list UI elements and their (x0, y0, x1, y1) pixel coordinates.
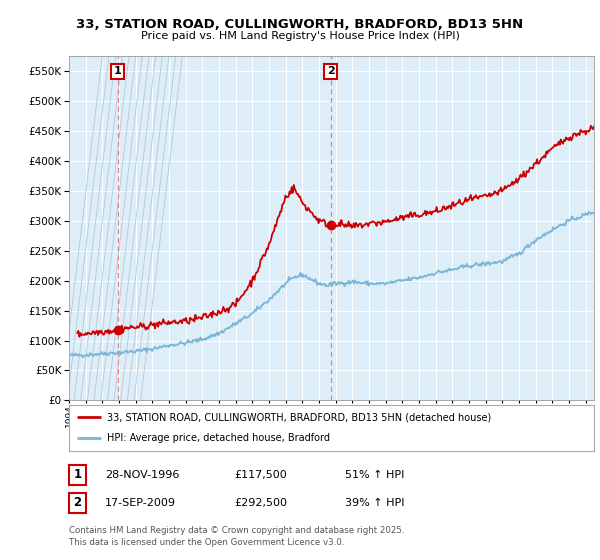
Text: 17-SEP-2009: 17-SEP-2009 (105, 498, 176, 508)
Text: 33, STATION ROAD, CULLINGWORTH, BRADFORD, BD13 5HN (detached house): 33, STATION ROAD, CULLINGWORTH, BRADFORD… (107, 412, 491, 422)
Text: 1: 1 (113, 67, 121, 77)
Text: £117,500: £117,500 (234, 470, 287, 480)
Text: Contains HM Land Registry data © Crown copyright and database right 2025.
This d: Contains HM Land Registry data © Crown c… (69, 526, 404, 547)
Text: £292,500: £292,500 (234, 498, 287, 508)
Text: 33, STATION ROAD, CULLINGWORTH, BRADFORD, BD13 5HN: 33, STATION ROAD, CULLINGWORTH, BRADFORD… (76, 18, 524, 31)
Text: Price paid vs. HM Land Registry's House Price Index (HPI): Price paid vs. HM Land Registry's House … (140, 31, 460, 41)
Text: 2: 2 (73, 496, 82, 510)
Text: 1: 1 (73, 468, 82, 482)
Text: HPI: Average price, detached house, Bradford: HPI: Average price, detached house, Brad… (107, 433, 330, 444)
Text: 28-NOV-1996: 28-NOV-1996 (105, 470, 179, 480)
Text: 51% ↑ HPI: 51% ↑ HPI (345, 470, 404, 480)
Text: 2: 2 (327, 67, 335, 77)
Text: 39% ↑ HPI: 39% ↑ HPI (345, 498, 404, 508)
